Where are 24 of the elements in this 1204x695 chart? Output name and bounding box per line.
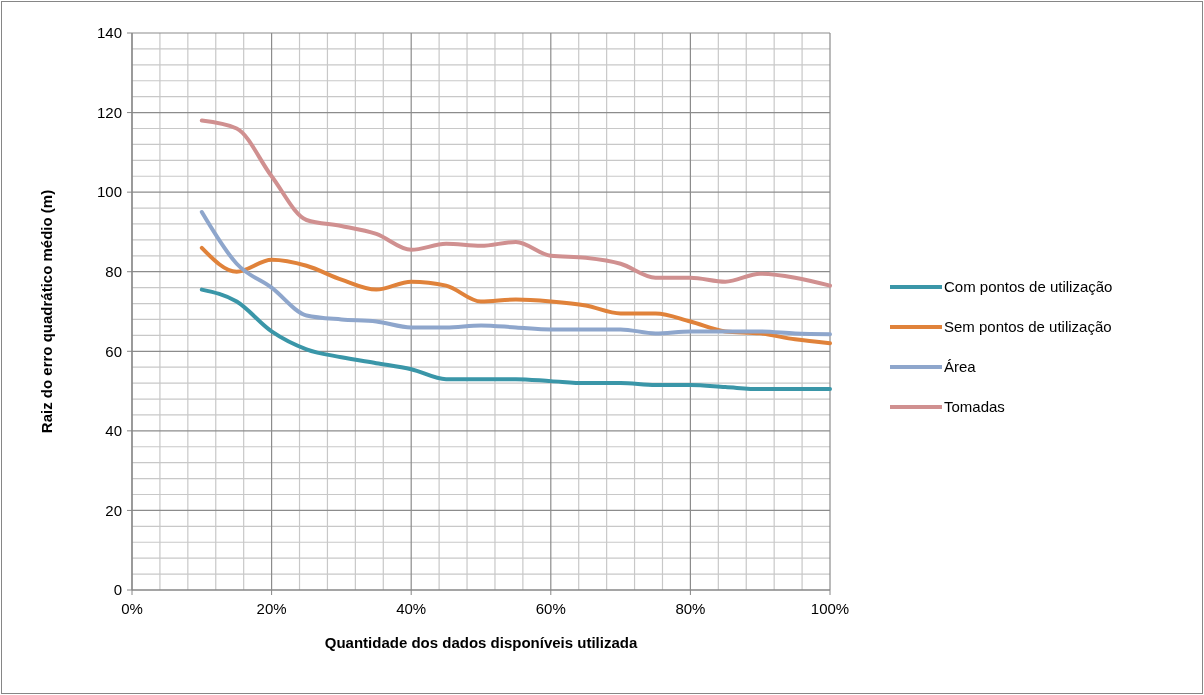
y-tick-label: 0 <box>113 581 122 599</box>
line-series <box>199 118 832 288</box>
y-tick-label: 100 <box>96 183 122 201</box>
line-series <box>199 287 832 392</box>
legend-label: Com pontos de utilização <box>944 278 1113 296</box>
y-axis-title: Raiz do erro quadrático médio (m) <box>38 189 55 434</box>
y-tick-label: 140 <box>96 24 122 42</box>
x-tick-label: 100% <box>810 600 850 617</box>
y-tick-label: 40 <box>105 422 122 440</box>
y-tick-label: 120 <box>96 103 122 121</box>
legend-label: Área <box>944 358 977 376</box>
x-tick-label: 40% <box>396 600 427 617</box>
x-tick-label: 60% <box>535 600 566 617</box>
legend-label: Sem pontos de utilização <box>944 318 1112 336</box>
y-tick-label: 60 <box>105 342 122 360</box>
x-axis-title: Quantidade dos dados disponíveis utilizada <box>324 634 638 651</box>
x-tick-label: 80% <box>675 600 706 617</box>
y-tick-label: 20 <box>105 501 122 519</box>
x-tick-label: 20% <box>256 600 287 617</box>
legend-label: Tomadas <box>944 398 1005 416</box>
line-series <box>199 210 832 337</box>
line-series <box>199 245 832 346</box>
y-tick-label: 80 <box>105 262 122 280</box>
x-tick-label: 0% <box>121 600 143 617</box>
